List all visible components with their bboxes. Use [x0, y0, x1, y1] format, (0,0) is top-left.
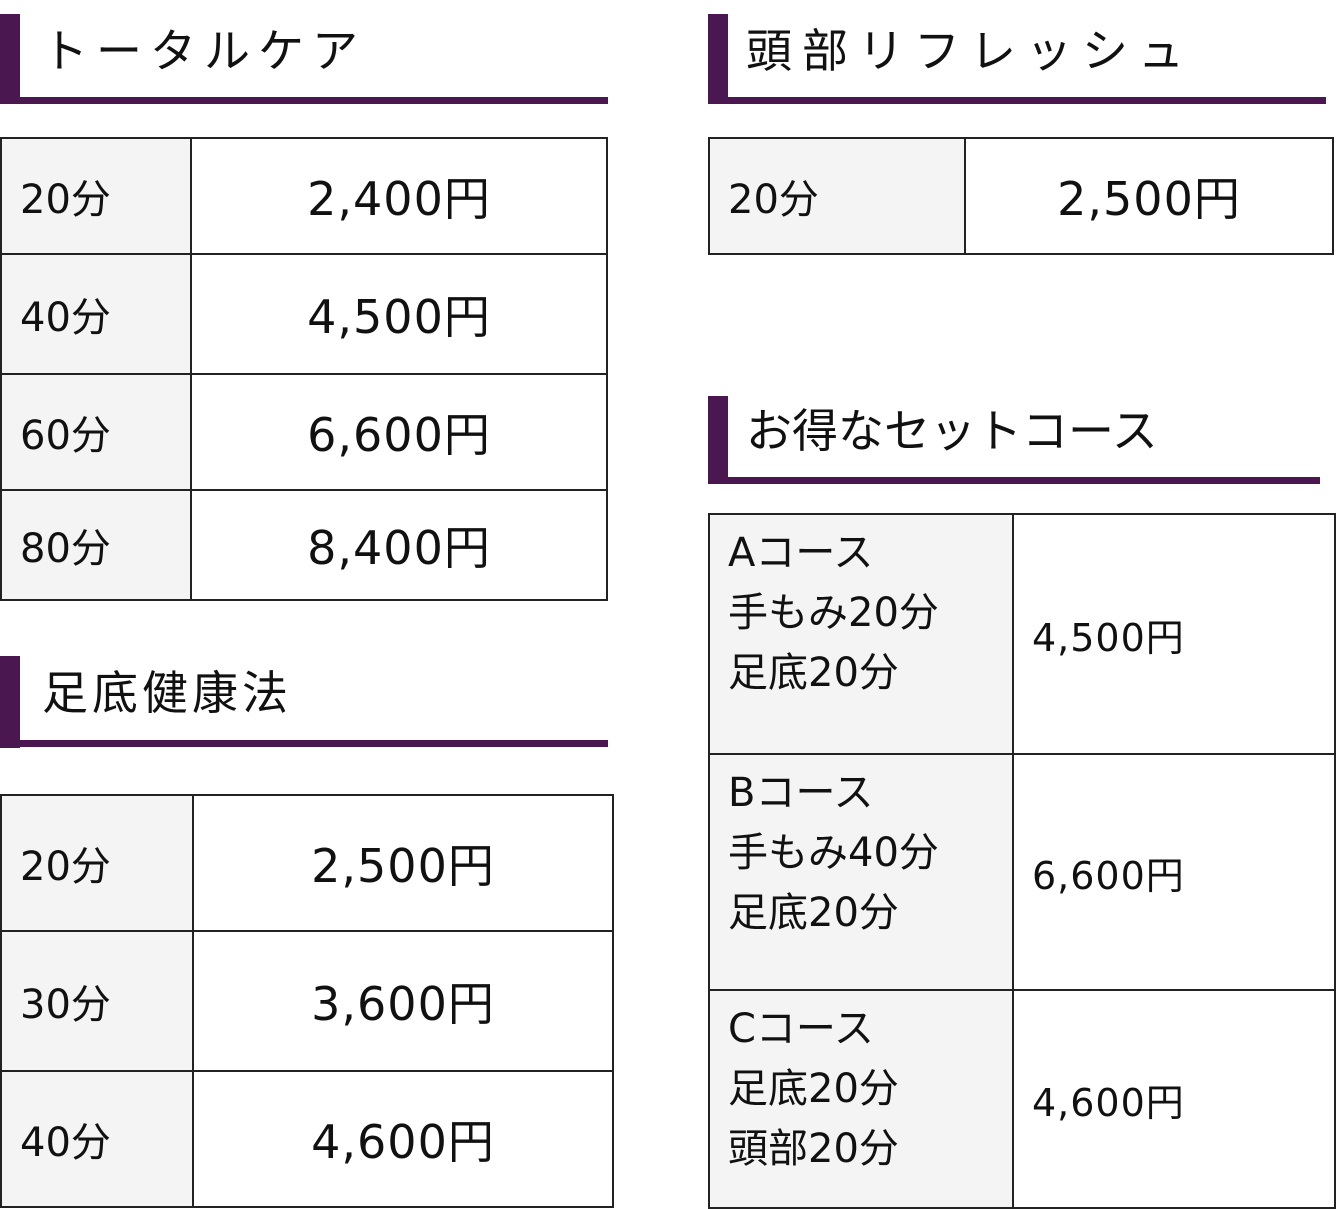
heading-underline — [708, 477, 1320, 484]
course-name: Bコース — [728, 770, 874, 816]
heading-accent-bar — [0, 656, 20, 748]
table-row: Bコース 手もみ40分 足底20分 6,600円 — [708, 753, 1336, 991]
price-cell: 6,600円 — [190, 373, 608, 491]
table-row: Aコース 手もみ20分 足底20分 4,500円 — [708, 513, 1336, 755]
course-name: Cコース — [728, 1006, 874, 1052]
heading-underline — [708, 97, 1326, 104]
heading-underline — [0, 97, 608, 104]
table-row: 30分 3,600円 — [0, 930, 614, 1072]
price-cell: 6,600円 — [1012, 753, 1336, 991]
course-item: 手もみ20分 — [728, 590, 939, 636]
section-title: トータルケア — [42, 24, 366, 78]
course-description-cell: Cコース 足底20分 頭部20分 — [708, 989, 1014, 1209]
section-title: 足底健康法 — [42, 666, 292, 720]
duration-cell: 40分 — [0, 253, 192, 375]
duration-cell: 20分 — [0, 137, 192, 255]
price-cell: 4,500円 — [190, 253, 608, 375]
price-table-head-refresh: 20分 2,500円 — [708, 137, 1334, 255]
course-item: 手もみ40分 — [728, 830, 939, 876]
heading-underline — [0, 740, 608, 747]
course-item: 足底20分 — [728, 890, 899, 936]
table-row: 40分 4,600円 — [0, 1070, 614, 1208]
price-cell: 2,500円 — [964, 137, 1334, 255]
table-row: 20分 2,500円 — [708, 137, 1334, 255]
table-row: 60分 6,600円 — [0, 373, 608, 491]
table-row: 20分 2,500円 — [0, 794, 614, 932]
price-cell: 4,500円 — [1012, 513, 1336, 755]
duration-cell: 30分 — [0, 930, 194, 1072]
section-heading-total-care: トータルケア — [0, 14, 608, 104]
section-title: 頭部リフレッシュ — [746, 24, 1194, 78]
table-row: Cコース 足底20分 頭部20分 4,600円 — [708, 989, 1336, 1209]
heading-accent-bar — [708, 14, 728, 104]
duration-cell: 40分 — [0, 1070, 194, 1208]
price-cell: 4,600円 — [1012, 989, 1336, 1209]
price-table-set-courses: Aコース 手もみ20分 足底20分 4,500円 Bコース 手もみ40分 足底2… — [708, 513, 1336, 1209]
section-title: お得なセットコース — [746, 404, 1158, 458]
section-heading-set-courses: お得なセットコース — [708, 396, 1320, 484]
price-table-total-care: 20分 2,400円 40分 4,500円 60分 6,600円 80分 8,4… — [0, 137, 608, 601]
duration-cell: 20分 — [708, 137, 966, 255]
price-cell: 3,600円 — [192, 930, 614, 1072]
duration-cell: 60分 — [0, 373, 192, 491]
price-cell: 2,500円 — [192, 794, 614, 932]
course-description-cell: Aコース 手もみ20分 足底20分 — [708, 513, 1014, 755]
heading-accent-bar — [708, 396, 728, 484]
price-cell: 4,600円 — [192, 1070, 614, 1208]
heading-accent-bar — [0, 14, 20, 104]
course-item: 足底20分 — [728, 1066, 899, 1112]
price-cell: 8,400円 — [190, 489, 608, 601]
duration-cell: 80分 — [0, 489, 192, 601]
table-row: 20分 2,400円 — [0, 137, 608, 255]
course-description-cell: Bコース 手もみ40分 足底20分 — [708, 753, 1014, 991]
price-table-foot-reflexology: 20分 2,500円 30分 3,600円 40分 4,600円 — [0, 794, 614, 1208]
price-cell: 2,400円 — [190, 137, 608, 255]
duration-cell: 20分 — [0, 794, 194, 932]
course-item: 足底20分 — [728, 650, 899, 696]
course-name: Aコース — [728, 530, 874, 576]
table-row: 40分 4,500円 — [0, 253, 608, 375]
section-heading-head-refresh: 頭部リフレッシュ — [708, 14, 1326, 104]
course-item: 頭部20分 — [728, 1126, 899, 1172]
table-row: 80分 8,400円 — [0, 489, 608, 601]
section-heading-foot-reflexology: 足底健康法 — [0, 656, 608, 748]
